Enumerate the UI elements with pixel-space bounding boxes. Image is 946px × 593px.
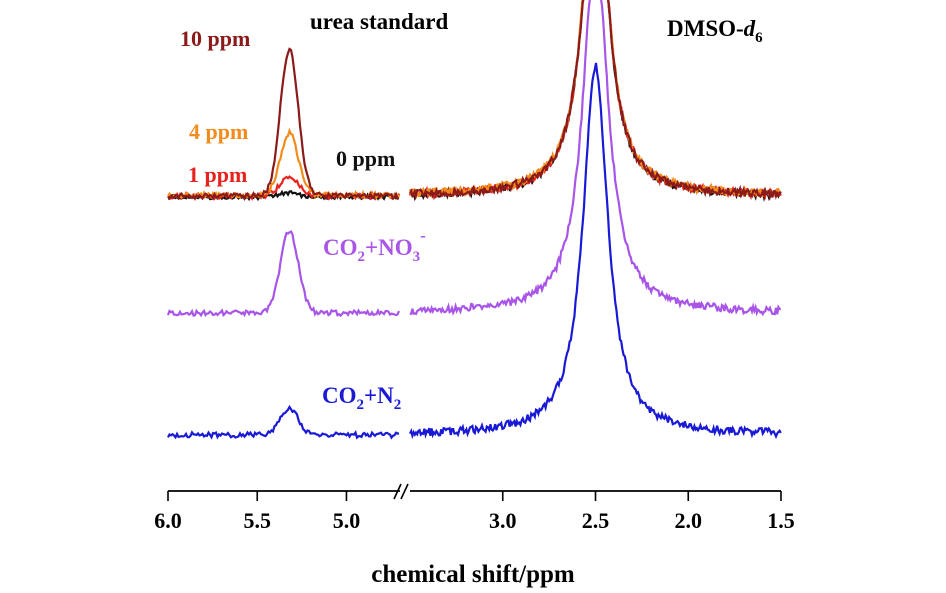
series-co2-no3--urea-region [166, 230, 401, 318]
x-axis: 6.0 5.5 5.0 3.0 2.5 2.0 1.5 [154, 483, 795, 533]
label-0ppm: 0 ppm [336, 146, 395, 171]
label-10ppm: 10 ppm [180, 26, 250, 51]
spectra-group [166, 0, 782, 440]
x-tick-label-2.0: 2.0 [675, 508, 703, 533]
x-tick-label-1.5: 1.5 [767, 508, 795, 533]
x-tick-label-5.5: 5.5 [243, 508, 271, 533]
x-tick-label-6.0: 6.0 [154, 508, 182, 533]
series-co2-no3--dmso-region [409, 0, 781, 317]
series-co2-n2-urea-region [167, 404, 400, 440]
series-10-ppm-dmso-region [409, 0, 782, 201]
x-tick-label-2.5: 2.5 [582, 508, 610, 533]
series-co2-n2-dmso-region [409, 62, 782, 440]
x-tick-label-3.0: 3.0 [489, 508, 517, 533]
label-4ppm: 4 ppm [189, 119, 248, 144]
label-co2-no3: CO2+NO3- [323, 226, 426, 265]
urea-standard-label: urea standard [310, 9, 448, 34]
series-10-ppm-urea-region [167, 47, 400, 201]
label-1ppm: 1 ppm [188, 162, 247, 187]
axis-break-mark-2 [400, 483, 409, 500]
dmso-label: DMSO-d6 [667, 16, 763, 46]
axis-break-mark-1 [393, 483, 402, 500]
x-axis-label: chemical shift/ppm [371, 561, 575, 588]
x-tick-label-5.0: 5.0 [333, 508, 361, 533]
label-co2-n2: CO2+N2 [322, 383, 401, 413]
